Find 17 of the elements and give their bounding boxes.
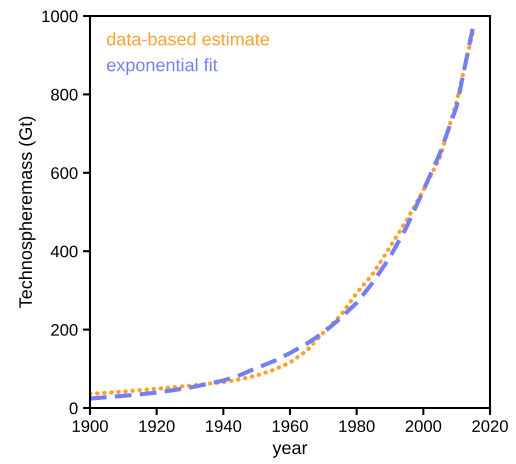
y-tick-label: 800 [51,88,78,101]
y-tick-label: 1000 [42,10,78,22]
x-tick-label: 2020 [472,420,508,432]
text: data-based estimate [107,32,270,46]
x-tick-label: 1920 [139,420,175,432]
y-axis-title: Technospheremass (Gt) [18,116,36,308]
y-tick-label: 200 [51,324,78,336]
x-tick-label: 1900 [72,420,108,432]
y-tick-label: 400 [50,246,78,258]
text: exponential fit [107,58,218,75]
y-tick-label: 600 [51,167,78,180]
y-tick-label: 0 [70,402,78,414]
x-tick-label: 1960 [272,420,308,432]
x-tick-label: 1940 [206,420,242,432]
x-axis-title: year [272,444,308,458]
x-tick-label: 2000 [406,420,442,432]
x-tick-label: 1980 [339,420,375,432]
